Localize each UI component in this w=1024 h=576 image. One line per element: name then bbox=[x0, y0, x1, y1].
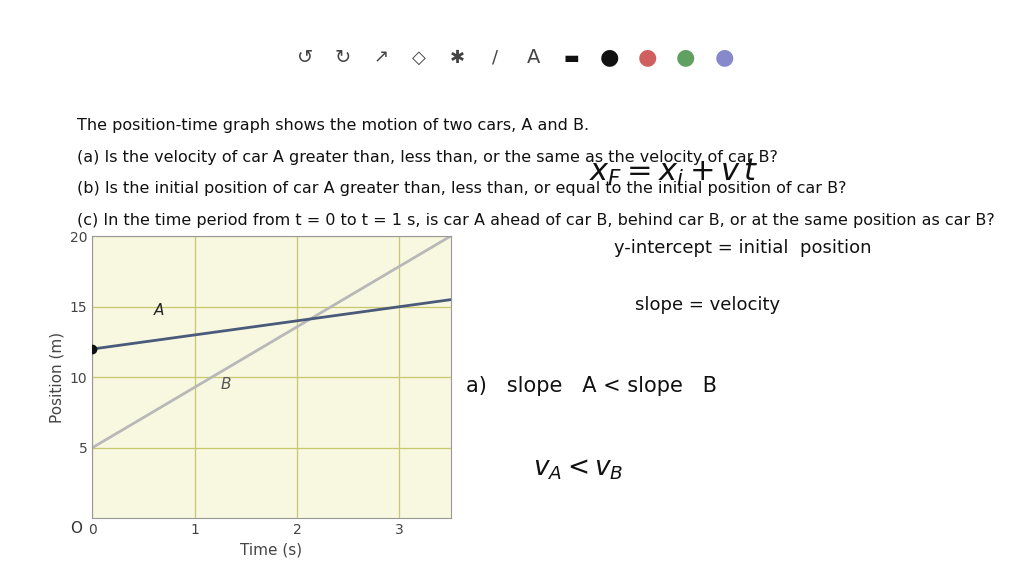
Text: $\mathit{v}_A < \mathit{v}_B$: $\mathit{v}_A < \mathit{v}_B$ bbox=[534, 457, 624, 482]
Text: ●: ● bbox=[600, 48, 620, 67]
X-axis label: Time (s): Time (s) bbox=[241, 543, 302, 558]
Text: ↻: ↻ bbox=[335, 48, 351, 67]
Text: slope = velocity: slope = velocity bbox=[635, 296, 780, 314]
Text: /: / bbox=[493, 48, 499, 67]
Text: y-intercept = initial  position: y-intercept = initial position bbox=[614, 238, 871, 257]
Text: O: O bbox=[70, 521, 82, 536]
Text: ●: ● bbox=[676, 48, 695, 67]
Text: (a) Is the velocity of car A greater than, less than, or the same as the velocit: (a) Is the velocity of car A greater tha… bbox=[77, 150, 777, 165]
Text: A: A bbox=[526, 48, 540, 67]
Text: B: B bbox=[220, 377, 230, 392]
Text: A: A bbox=[154, 303, 164, 318]
Text: ●: ● bbox=[638, 48, 657, 67]
Text: (b) Is the initial position of car A greater than, less than, or equal to the in: (b) Is the initial position of car A gre… bbox=[77, 181, 846, 196]
Text: ●: ● bbox=[715, 48, 733, 67]
Text: $\mathit{x}_F = \mathit{x}_i + \mathit{v}\,t$: $\mathit{x}_F = \mathit{x}_i + \mathit{v… bbox=[589, 157, 759, 188]
Text: The position-time graph shows the motion of two cars, A and B.: The position-time graph shows the motion… bbox=[77, 118, 589, 133]
Text: ↺: ↺ bbox=[297, 48, 313, 67]
Text: ✱: ✱ bbox=[450, 48, 465, 67]
Text: (c) In the time period from t = 0 to t = 1 s, is car A ahead of car B, behind ca: (c) In the time period from t = 0 to t =… bbox=[77, 213, 994, 228]
Text: ◇: ◇ bbox=[412, 48, 426, 67]
Y-axis label: Position (m): Position (m) bbox=[49, 332, 65, 423]
Text: ▬: ▬ bbox=[563, 48, 580, 67]
Text: a)   slope   A < slope   B: a) slope A < slope B bbox=[466, 376, 717, 396]
Text: ↗: ↗ bbox=[374, 48, 388, 67]
